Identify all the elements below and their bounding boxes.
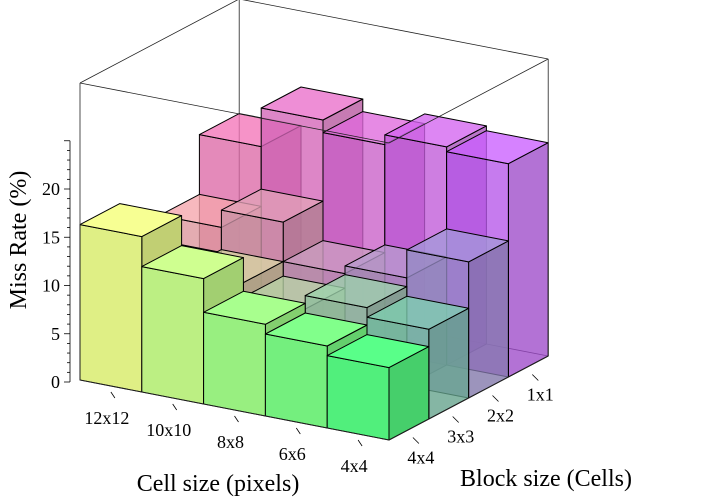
bar-top-face <box>203 290 306 325</box>
bar-top-face <box>260 86 364 121</box>
box-edge <box>242 0 549 60</box>
z-tick-label: 20 <box>42 179 60 199</box>
bar-side-face <box>507 142 549 378</box>
block-size-tick-labels: 4x4 3x3 2x2 1x1 <box>407 385 553 468</box>
y-axis-tick <box>492 395 499 402</box>
cell-size-label: 10x10 <box>146 420 191 440</box>
y-axis-tick <box>412 437 420 444</box>
box-edge <box>79 379 390 441</box>
y-axis-tick <box>452 416 459 423</box>
cell-size-label: 12x12 <box>84 408 129 428</box>
box-edge <box>79 82 390 144</box>
bar-top-face <box>326 334 430 369</box>
block-size-label: 2x2 <box>487 406 514 426</box>
bar-top-face <box>406 228 509 263</box>
z-axis-tick-labels: 0 5 10 15 20 <box>42 179 60 392</box>
box-edge <box>388 355 549 441</box>
z-tick-label: 5 <box>51 324 60 344</box>
bars <box>79 86 549 441</box>
bar-front-face <box>203 311 266 417</box>
bar-top-face <box>366 295 470 330</box>
bar-top-face <box>384 113 487 148</box>
bar-top-face <box>264 312 368 347</box>
bar-top-face <box>304 274 408 309</box>
bar-front-face <box>79 224 143 393</box>
cell-size-tick-labels: 12x12 10x10 8x8 6x6 4x4 <box>84 408 367 476</box>
z-axis-title: Miss Rate (%) <box>6 171 32 310</box>
cell-size-label: 8x8 <box>217 432 244 452</box>
bar-front-face <box>141 266 205 405</box>
bar-front-face <box>264 333 328 429</box>
bar-top-face <box>141 245 244 280</box>
cell-size-label: 6x6 <box>279 444 306 464</box>
box-edge <box>388 58 549 144</box>
bar-top-face <box>79 203 183 238</box>
x-axis-tick <box>234 415 239 423</box>
x-axis-tick <box>110 391 116 399</box>
box-edge <box>79 0 239 84</box>
box-front-edges <box>79 58 549 441</box>
y-axis-tick <box>532 374 539 381</box>
bar-front-face <box>326 355 390 441</box>
block-size-label: 4x4 <box>407 448 434 468</box>
z-tick-label: 0 <box>51 372 60 392</box>
x-axis-tick <box>172 403 178 411</box>
cell-size-label: 4x4 <box>341 456 368 476</box>
bar-top-face <box>220 188 324 223</box>
bar-side-face <box>468 240 509 399</box>
z-axis-ticks <box>64 140 539 447</box>
bar <box>326 334 430 441</box>
x-axis-title: Cell size (pixels) <box>137 471 300 497</box>
z-tick-label: 10 <box>42 276 60 296</box>
x-axis-tick <box>357 439 363 447</box>
block-size-label: 1x1 <box>527 385 554 405</box>
block-size-label: 3x3 <box>447 427 474 447</box>
y-axis-title: Block size (Cells) <box>460 466 632 492</box>
x-axis-tick <box>295 427 301 435</box>
z-tick-label: 15 <box>42 227 60 247</box>
